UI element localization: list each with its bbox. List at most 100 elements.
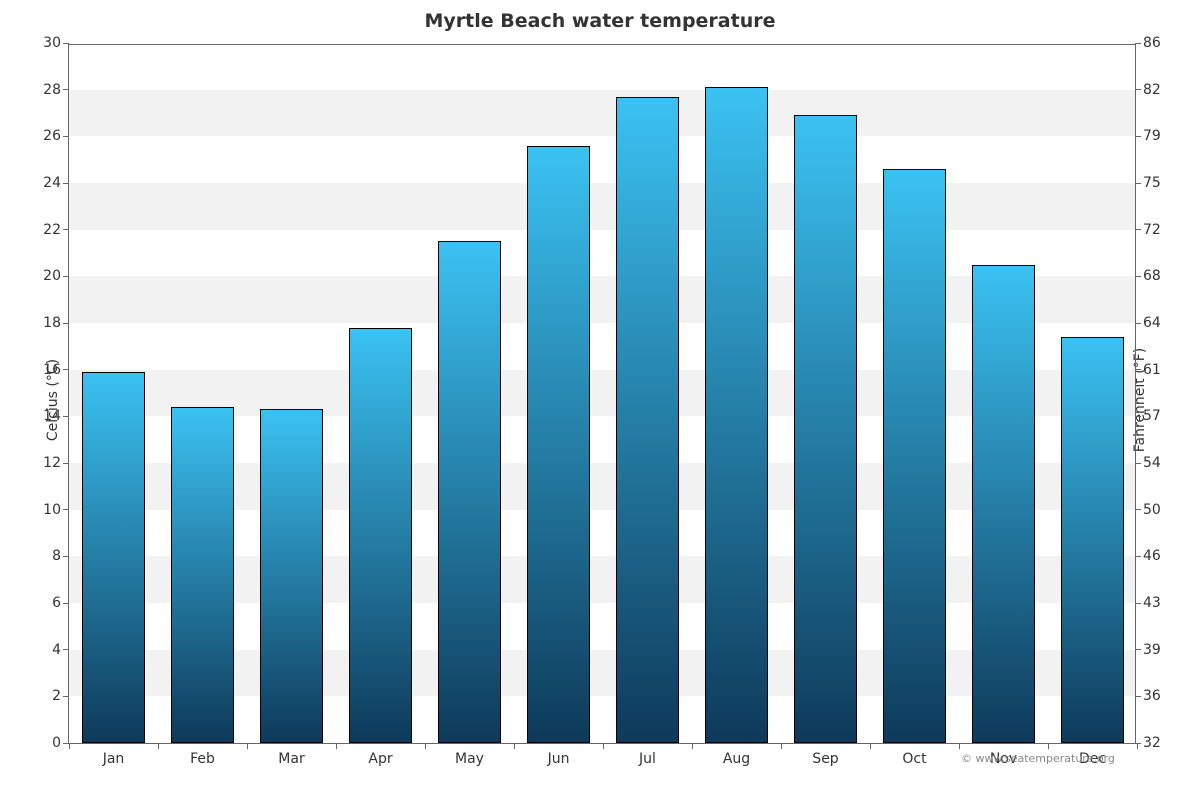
y-left-tick-mark — [63, 369, 69, 370]
x-tick-label: Feb — [190, 751, 215, 767]
x-tick-mark — [1137, 743, 1138, 749]
y-right-tick-mark — [1135, 649, 1141, 650]
y-right-tick-label: 57 — [1143, 408, 1161, 424]
y-left-tick-label: 28 — [43, 82, 61, 98]
y-left-tick-label: 4 — [52, 642, 61, 658]
bar — [794, 115, 856, 743]
bar — [171, 407, 233, 743]
y-right-tick-label: 82 — [1143, 82, 1161, 98]
y-right-tick-mark — [1135, 369, 1141, 370]
y-right-tick-mark — [1135, 276, 1141, 277]
x-tick-label: Jul — [639, 751, 656, 767]
x-tick-mark — [959, 743, 960, 749]
y-right-tick-mark — [1135, 89, 1141, 90]
bar — [82, 372, 144, 743]
y-right-tick-mark — [1135, 463, 1141, 464]
y-left-tick-mark — [63, 509, 69, 510]
chart-container: Myrtle Beach water temperature Celcius (… — [0, 0, 1200, 800]
y-right-tick-mark — [1135, 229, 1141, 230]
plot-area: 0246810121416182022242628303236394346505… — [68, 44, 1136, 744]
y-left-tick-label: 10 — [43, 502, 61, 518]
y-right-tick-mark — [1135, 696, 1141, 697]
y-right-tick-label: 79 — [1143, 128, 1161, 144]
bar — [705, 87, 767, 743]
x-tick-mark — [69, 743, 70, 749]
x-tick-mark — [692, 743, 693, 749]
chart-title: Myrtle Beach water temperature — [0, 10, 1200, 32]
y-right-tick-mark — [1135, 556, 1141, 557]
x-tick-mark — [425, 743, 426, 749]
y-left-tick-mark — [63, 696, 69, 697]
y-left-tick-label: 12 — [43, 455, 61, 471]
y-left-tick-mark — [63, 603, 69, 604]
bar — [349, 328, 411, 743]
y-right-tick-label: 50 — [1143, 502, 1161, 518]
y-right-tick-label: 86 — [1143, 35, 1161, 51]
y-right-tick-label: 39 — [1143, 642, 1161, 658]
y-right-tick-mark — [1135, 43, 1141, 44]
x-tick-mark — [247, 743, 248, 749]
y-right-tick-label: 36 — [1143, 688, 1161, 704]
y-right-tick-label: 32 — [1143, 735, 1161, 751]
bar — [616, 97, 678, 743]
bar — [260, 409, 322, 743]
y-right-tick-mark — [1135, 509, 1141, 510]
y-left-tick-mark — [63, 416, 69, 417]
bar — [1061, 337, 1123, 743]
x-tick-mark — [514, 743, 515, 749]
y-right-tick-label: 46 — [1143, 548, 1161, 564]
y-left-tick-label: 2 — [52, 688, 61, 704]
y-left-tick-label: 22 — [43, 222, 61, 238]
x-tick-label: Oct — [902, 751, 926, 767]
y-right-tick-label: 72 — [1143, 222, 1161, 238]
y-left-tick-mark — [63, 463, 69, 464]
y-right-tick-mark — [1135, 416, 1141, 417]
y-right-tick-label: 54 — [1143, 455, 1161, 471]
x-tick-label: Jun — [548, 751, 570, 767]
y-right-tick-label: 75 — [1143, 175, 1161, 191]
y-left-tick-mark — [63, 43, 69, 44]
y-left-tick-label: 16 — [43, 362, 61, 378]
x-tick-mark — [870, 743, 871, 749]
x-tick-label: Mar — [278, 751, 304, 767]
y-left-tick-mark — [63, 229, 69, 230]
y-left-tick-label: 24 — [43, 175, 61, 191]
y-right-tick-mark — [1135, 603, 1141, 604]
y-left-tick-mark — [63, 556, 69, 557]
bar — [883, 169, 945, 743]
y-right-tick-mark — [1135, 323, 1141, 324]
y-left-tick-label: 20 — [43, 268, 61, 284]
y-left-tick-mark — [63, 649, 69, 650]
attribution-text: © www.seatemperature.org — [961, 752, 1115, 765]
x-tick-mark — [336, 743, 337, 749]
y-left-tick-mark — [63, 276, 69, 277]
x-tick-label: May — [455, 751, 484, 767]
x-tick-label: Aug — [723, 751, 750, 767]
x-tick-mark — [1048, 743, 1049, 749]
y-right-tick-label: 43 — [1143, 595, 1161, 611]
y-left-tick-mark — [63, 136, 69, 137]
y-left-tick-label: 0 — [52, 735, 61, 751]
x-tick-mark — [158, 743, 159, 749]
y-left-tick-label: 18 — [43, 315, 61, 331]
bar — [527, 146, 589, 743]
y-left-tick-label: 8 — [52, 548, 61, 564]
grid-band — [69, 90, 1135, 137]
x-tick-mark — [781, 743, 782, 749]
y-right-tick-mark — [1135, 136, 1141, 137]
y-left-tick-label: 26 — [43, 128, 61, 144]
y-left-tick-label: 6 — [52, 595, 61, 611]
y-right-tick-mark — [1135, 183, 1141, 184]
x-tick-mark — [603, 743, 604, 749]
y-right-tick-label: 68 — [1143, 268, 1161, 284]
y-left-tick-mark — [63, 183, 69, 184]
y-left-tick-label: 30 — [43, 35, 61, 51]
bar — [438, 241, 500, 743]
y-left-tick-mark — [63, 89, 69, 90]
x-tick-label: Sep — [812, 751, 838, 767]
y-right-tick-label: 64 — [1143, 315, 1161, 331]
x-tick-label: Jan — [103, 751, 125, 767]
grid-band — [69, 183, 1135, 230]
bar — [972, 265, 1034, 743]
x-tick-label: Apr — [368, 751, 392, 767]
